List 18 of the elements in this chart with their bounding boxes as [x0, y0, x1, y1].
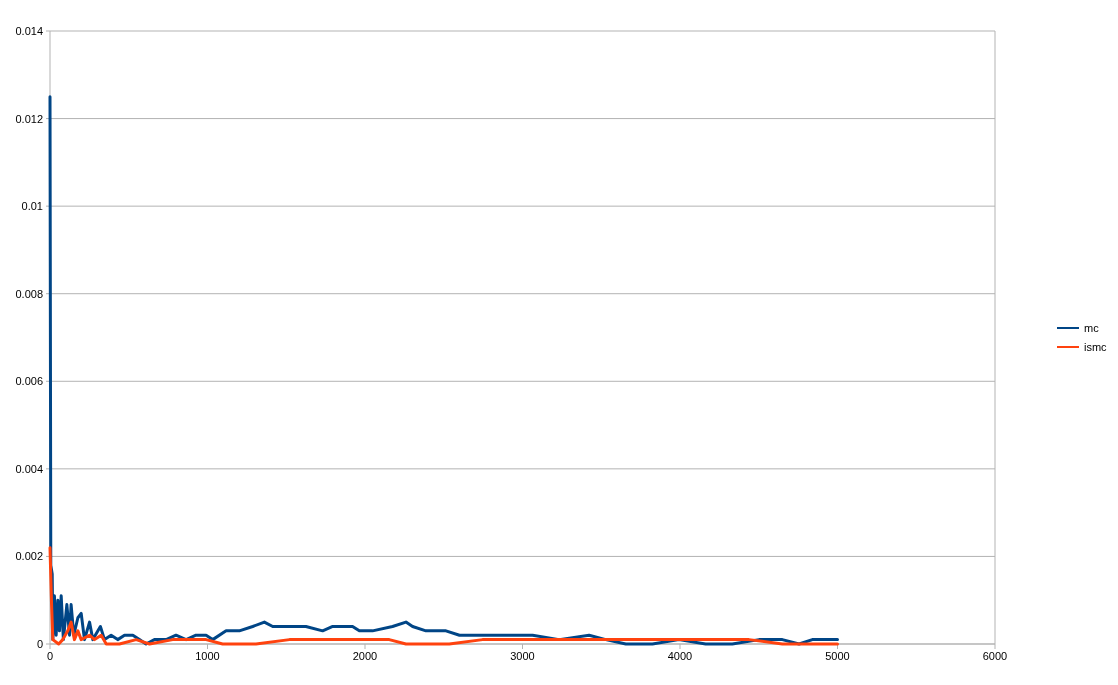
y-tick-label: 0.004	[15, 462, 43, 475]
x-tick-label: 1000	[195, 650, 220, 662]
y-tick-label: 0.012	[15, 112, 43, 125]
x-tick-label: 0	[46, 650, 54, 662]
x-tick-label: 6000	[982, 650, 1008, 662]
x-tick-label: 4000	[667, 650, 693, 662]
y-tick-label: 0.014	[15, 25, 43, 37]
y-tick-label: 0.002	[15, 550, 43, 563]
legend-label: ismc	[1084, 341, 1108, 353]
y-tick-label: 0	[36, 638, 43, 650]
y-tick-label: 0.01	[21, 200, 43, 213]
y-tick-label: 0.006	[15, 375, 43, 388]
line-series	[48, 546, 839, 646]
y-tick-label: 0.008	[15, 287, 43, 300]
x-tick-label: 5000	[825, 650, 850, 662]
legend-label: mc	[1084, 322, 1100, 334]
x-tick-label: 3000	[510, 650, 535, 662]
x-tick-label: 2000	[352, 650, 378, 662]
